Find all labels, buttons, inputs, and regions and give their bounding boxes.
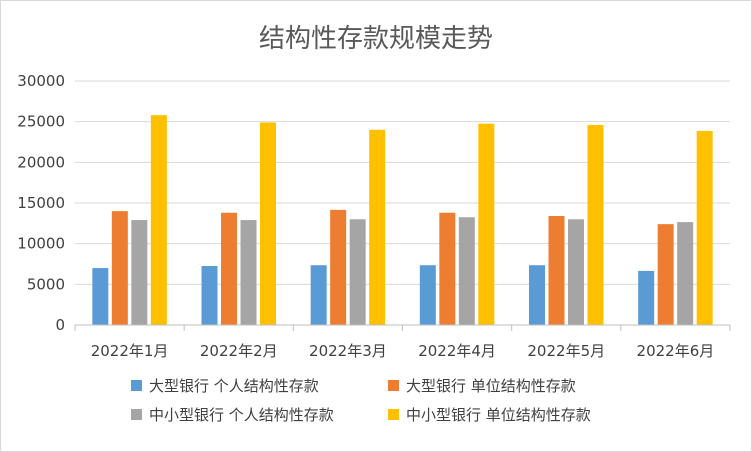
x-tick-label: 2022年3月 [309,342,387,360]
bar [240,220,257,325]
legend-label: 中小型银行 单位结构性存款 [406,406,591,424]
bar [310,265,327,325]
y-tick-label: 0 [55,316,65,334]
bar [478,123,495,325]
x-tick-label: 2022年1月 [91,342,169,360]
bar [677,222,694,325]
grid-layer [75,80,730,285]
legend-label: 大型银行 个人结构性存款 [149,377,319,395]
bar [419,265,436,325]
y-tick-label: 20000 [17,153,65,171]
bar [638,270,655,325]
bar [568,219,584,325]
x-tick-label: 2022年4月 [418,342,496,360]
bar [587,124,604,325]
bar [221,212,237,325]
bar [349,219,366,325]
chart-title: 结构性存款规模走势 [259,24,493,54]
y-tick-label: 25000 [17,113,65,131]
bar [92,268,109,325]
bar [696,131,713,325]
y-tick-label: 15000 [17,194,65,212]
bar [657,224,674,325]
bar [131,220,148,325]
bar [548,216,565,325]
x-tick-label: 2022年2月 [200,342,278,360]
legend-swatch [388,409,399,420]
axis-layer: 0 5000 10000 15000 20000 25000 30000 2022年1月 202… [17,72,731,360]
y-tick-label: 30000 [17,72,65,90]
bar [260,122,276,325]
bar [458,217,475,325]
bar [150,115,167,325]
legend-label: 大型银行 单位结构性存款 [406,377,576,395]
legend-swatch [131,409,142,420]
bar [439,212,456,325]
bar [111,211,128,325]
x-tick-label: 2022年5月 [527,342,605,360]
bar [201,266,218,325]
y-tick-label: 10000 [17,235,65,253]
bars-layer [92,115,713,325]
x-tick-label: 2022年6月 [637,342,715,360]
bar [330,209,347,325]
legend-swatch [131,380,142,391]
y-tick-label: 5000 [27,275,65,293]
legend-label: 中小型银行 个人结构性存款 [149,406,334,424]
bar [369,129,386,325]
bar [529,265,545,325]
legend-swatch [388,380,399,391]
